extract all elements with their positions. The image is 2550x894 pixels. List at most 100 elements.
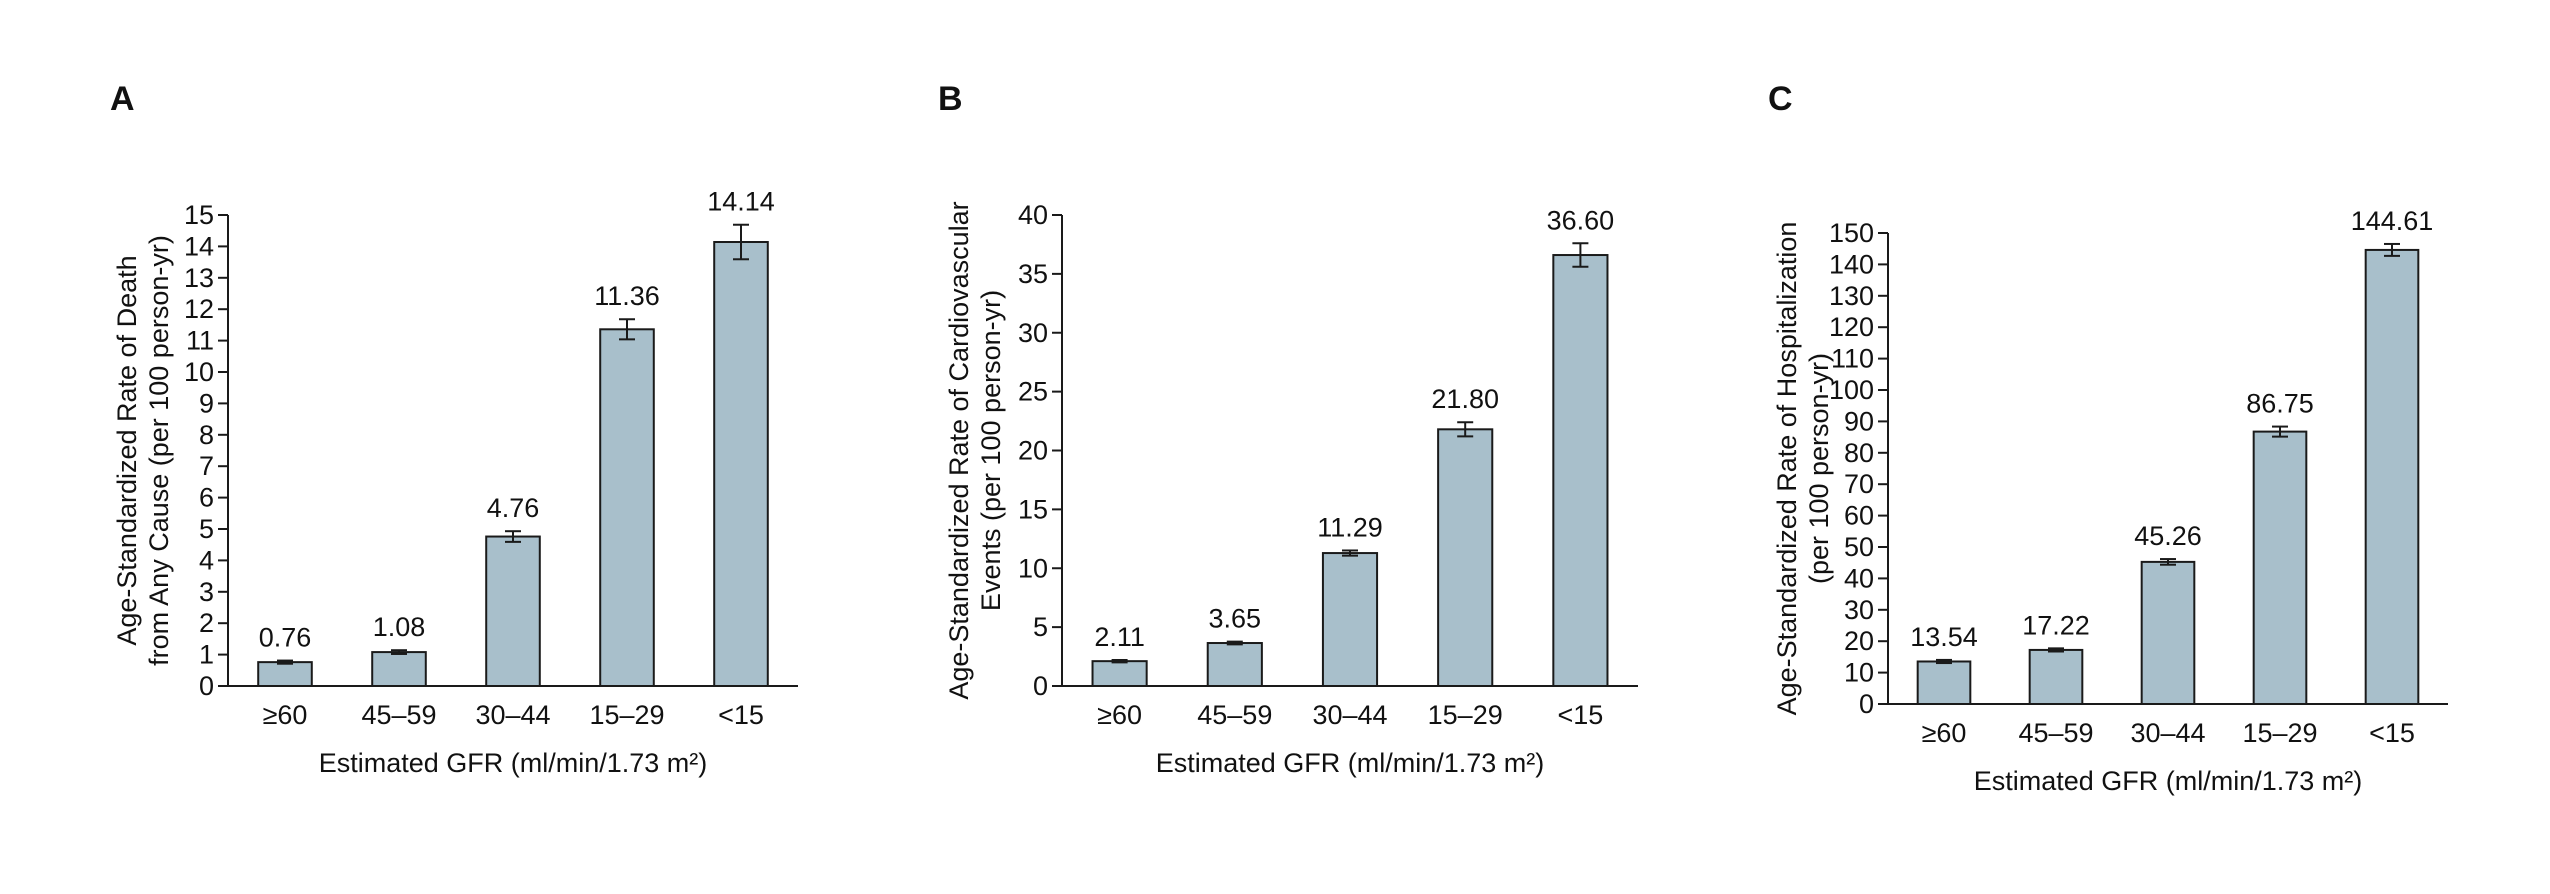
y-tick-label: 11	[186, 326, 214, 356]
bar	[2364, 248, 2420, 706]
y-tick-label: 130	[1829, 281, 1874, 311]
bar	[1206, 642, 1263, 687]
bar	[2028, 648, 2084, 705]
y-tick-label: 10	[184, 357, 214, 387]
y-tick-label: 140	[1829, 249, 1874, 279]
y-tick-label: 3	[199, 577, 214, 607]
value-label: 1.08	[373, 612, 426, 642]
y-tick-label: 90	[1844, 406, 1874, 436]
y-tick-label: 15	[1018, 494, 1048, 524]
panel-b: B 0 5 10 15 20 25 30 35 40 2.11 ≥60 3.65 45–59 11.29 30…	[938, 80, 1638, 778]
value-label: 144.61	[2351, 206, 2434, 236]
y-axis-title: Age-Standardized Rate of Deathfrom Any C…	[112, 235, 174, 666]
category-label: ≥60	[1922, 718, 1967, 748]
y-tick-label: 0	[1859, 689, 1874, 719]
bar	[1552, 254, 1609, 687]
value-label: 13.54	[1910, 622, 1978, 652]
y-tick-label: 6	[199, 483, 214, 513]
y-tick-label: 60	[1844, 501, 1874, 531]
y-tick-label: 110	[1831, 344, 1874, 374]
y-tick-label: 15	[184, 200, 214, 230]
y-tick-label: 2	[199, 608, 214, 638]
y-tick-label: 8	[199, 420, 214, 450]
y-tick-label: 25	[1018, 377, 1048, 407]
bar	[1091, 660, 1148, 687]
y-tick-label: 1	[199, 640, 214, 670]
bar	[2140, 560, 2196, 705]
bar	[485, 535, 541, 688]
y-tick-label: 9	[199, 388, 214, 418]
x-axis-title: Estimated GFR (ml/min/1.73 m²)	[1974, 766, 2363, 796]
panel-letter: B	[938, 80, 963, 118]
y-tick-label: 12	[184, 294, 214, 324]
y-tick-label: 20	[1844, 626, 1874, 656]
value-label: 4.76	[487, 493, 540, 523]
value-label: 11.36	[594, 281, 660, 311]
y-tick-label: 35	[1018, 259, 1048, 289]
y-tick-label: 4	[199, 545, 214, 575]
y-axis-title: Age-Standardized Rate of Hospitalization…	[1772, 222, 1834, 716]
category-label: <15	[1557, 700, 1603, 730]
value-label: 0.76	[259, 623, 312, 653]
value-label: 3.65	[1209, 604, 1262, 634]
bar	[2252, 430, 2308, 705]
category-label: 45–59	[2018, 718, 2093, 748]
y-tick-label: 0	[199, 671, 214, 701]
category-label: <15	[718, 700, 764, 730]
category-label: ≥60	[263, 700, 308, 730]
y-tick-label: 70	[1844, 469, 1874, 499]
y-tick-label: 40	[1844, 563, 1874, 593]
y-tick-label: 120	[1829, 312, 1874, 342]
y-tick-label: 5	[1033, 612, 1048, 642]
x-axis-title: Estimated GFR (ml/min/1.73 m²)	[319, 748, 708, 778]
category-label: 45–59	[361, 700, 436, 730]
category-label: 15–29	[589, 700, 664, 730]
value-label: 14.14	[707, 187, 775, 217]
y-tick-label: 13	[184, 263, 214, 293]
y-tick-label: 7	[199, 451, 214, 481]
category-label: 15–29	[2242, 718, 2317, 748]
y-tick-label: 30	[1018, 318, 1048, 348]
y-tick-label: 10	[1018, 553, 1048, 583]
bar	[599, 328, 655, 687]
value-label: 2.11	[1094, 622, 1145, 652]
bar	[713, 241, 769, 687]
y-tick-label: 14	[184, 231, 214, 261]
y-tick-label: 30	[1844, 595, 1874, 625]
y-tick-label: 20	[1018, 436, 1048, 466]
category-label: 15–29	[1428, 700, 1503, 730]
category-label: <15	[2369, 718, 2415, 748]
y-tick-label: 5	[199, 514, 214, 544]
bar	[1321, 552, 1379, 687]
category-label: ≥60	[1097, 700, 1142, 730]
y-tick-label: 150	[1829, 218, 1874, 248]
value-label: 11.29	[1317, 512, 1383, 542]
panel-letter: A	[110, 80, 135, 118]
y-tick-label: 0	[1033, 671, 1048, 701]
value-label: 86.75	[2246, 389, 2314, 419]
category-label: 30–44	[2130, 718, 2205, 748]
y-tick-label: 10	[1844, 658, 1874, 688]
bar	[1916, 660, 1972, 705]
category-label: 30–44	[1312, 700, 1387, 730]
y-tick-label: 80	[1844, 438, 1874, 468]
bar	[371, 651, 427, 688]
y-tick-label: 100	[1829, 375, 1874, 405]
panel-letter: C	[1768, 80, 1793, 118]
y-tick-label: 40	[1018, 200, 1048, 230]
value-label: 45.26	[2134, 521, 2202, 551]
bar	[257, 661, 313, 687]
y-axis-title: Age-Standardized Rate of CardiovascularE…	[944, 201, 1006, 699]
panel-a: A01234567891011121314150.76≥601.0845–594…	[110, 80, 798, 778]
value-label: 36.60	[1547, 205, 1615, 235]
value-label: 21.80	[1431, 384, 1499, 414]
bar	[1437, 428, 1494, 687]
y-tick-label: 50	[1844, 532, 1874, 562]
value-label: 17.22	[2022, 610, 2090, 640]
category-label: 30–44	[475, 700, 550, 730]
x-axis-title: Estimated GFR (ml/min/1.73 m²)	[1156, 748, 1545, 778]
category-label: 45–59	[1197, 700, 1272, 730]
